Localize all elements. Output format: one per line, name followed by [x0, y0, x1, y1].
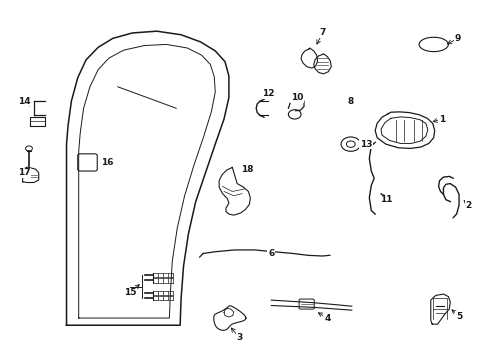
Text: 11: 11: [379, 195, 391, 204]
Text: 2: 2: [465, 201, 471, 210]
Text: 13: 13: [360, 140, 372, 149]
Text: 8: 8: [347, 96, 353, 105]
Text: 5: 5: [455, 312, 461, 321]
Text: 1: 1: [438, 114, 444, 123]
Text: 15: 15: [123, 288, 136, 297]
Text: 16: 16: [101, 158, 113, 167]
Text: 10: 10: [290, 93, 303, 102]
Text: 6: 6: [267, 249, 274, 258]
Text: 12: 12: [261, 89, 274, 98]
Text: 17: 17: [18, 168, 30, 177]
Text: 18: 18: [240, 165, 253, 174]
Text: 14: 14: [18, 96, 30, 105]
Text: 9: 9: [454, 34, 460, 43]
Text: 7: 7: [319, 28, 325, 37]
Text: 3: 3: [236, 333, 242, 342]
Text: 4: 4: [324, 314, 330, 323]
